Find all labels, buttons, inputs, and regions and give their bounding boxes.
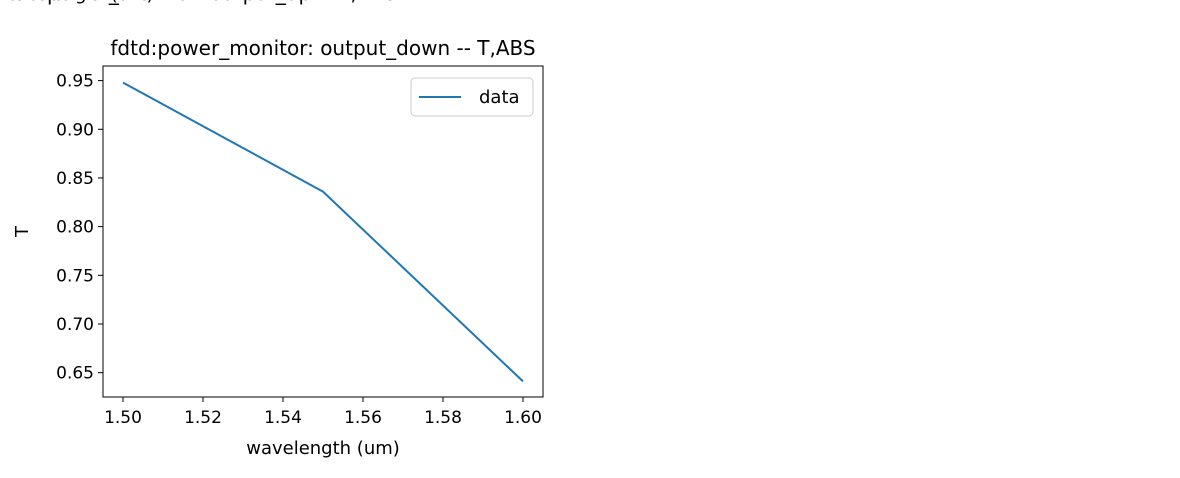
y-ticks: 0.65 0.70 0.75 0.80 0.85 0.90 0.95	[56, 72, 103, 384]
x-tick-label: 1.58	[424, 408, 462, 428]
legend-label: data	[479, 87, 520, 108]
legend-entries: data	[419, 87, 520, 108]
y-axis-label: T	[12, 225, 33, 238]
x-ticks: 1.50 1.52 1.54 1.56 1.58 1.60	[104, 397, 542, 428]
x-tick-label: 1.56	[344, 408, 382, 428]
x-tick-label: 1.52	[184, 408, 222, 428]
x-tick-label: 1.54	[264, 408, 302, 428]
y-tick-label: 0.70	[56, 315, 94, 335]
x-axis-label: wavelength (um)	[0, 0, 154, 5]
y-tick-label: 0.80	[56, 218, 94, 238]
y-tick-label: 0.75	[56, 266, 94, 286]
legend: data	[410, 77, 534, 117]
plot-frame	[102, 65, 544, 398]
chart-1: fdtd:power_monitor: output_down -- T,ABS…	[12, 36, 544, 459]
series-line	[122, 81, 524, 383]
y-tick-label: 0.95	[56, 72, 94, 92]
x-tick-label: 1.60	[504, 408, 542, 428]
chart-title: fdtd:power_monitor: output_down -- T,ABS	[110, 36, 535, 60]
y-axis-label: T	[0, 0, 12, 5]
chart-title: fdtd:power_monitor: output_up -- T,ABS	[0, 0, 397, 5]
y-tick-label: 0.65	[56, 364, 94, 384]
legend-box	[410, 77, 534, 117]
y-tick-label: 0.85	[56, 169, 94, 189]
plot-lines	[122, 81, 524, 383]
y-tick-label: 0.90	[56, 120, 94, 140]
x-tick-label: 1.50	[104, 408, 142, 428]
chart-2: fdtd:power_monitor: output_up -- T,ABS w…	[0, 0, 397, 5]
x-axis-label: wavelength (um)	[246, 438, 400, 459]
